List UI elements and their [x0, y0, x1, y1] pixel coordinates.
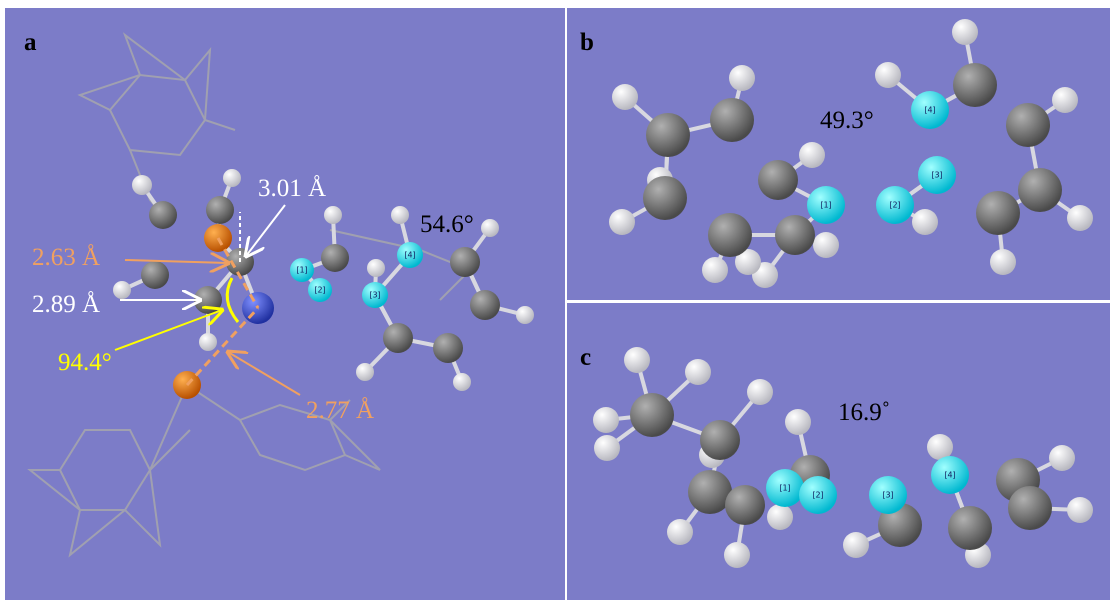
atom [708, 213, 752, 257]
atom-label: [4] [924, 106, 935, 115]
atom [141, 261, 169, 289]
atom-label: [3] [882, 491, 893, 500]
panel-label: c [580, 344, 591, 371]
atom [990, 249, 1016, 275]
annotation: 49.3° [820, 107, 874, 134]
panel-c-bg [567, 303, 1110, 600]
atom [321, 244, 349, 272]
atom [667, 519, 693, 545]
atom [609, 209, 635, 235]
atom [624, 347, 650, 373]
atom [1049, 445, 1075, 471]
atom [149, 201, 177, 229]
atom [199, 333, 217, 351]
atom [132, 175, 152, 195]
atom-label: [2] [889, 201, 900, 210]
atom [113, 281, 131, 299]
atom [516, 306, 534, 324]
atom [976, 191, 1020, 235]
annotation: 3.01 Å [258, 175, 326, 202]
annotation: 2.77 Å [306, 397, 374, 424]
atom [758, 160, 798, 200]
atom [1067, 497, 1093, 523]
atom [799, 142, 825, 168]
atom [593, 407, 619, 433]
atom [710, 98, 754, 142]
figure: [1] [2] [3] [4] [1] [2] [3] [4] [1] [2] [3] [4] a b… [0, 0, 1110, 602]
panel-label: b [580, 29, 594, 56]
atom [646, 113, 690, 157]
atom-label: [2] [314, 286, 325, 295]
atom [206, 196, 234, 224]
atom [785, 409, 811, 435]
atom [747, 379, 773, 405]
atom-label: [3] [931, 171, 942, 180]
atom [324, 206, 342, 224]
atom [875, 62, 901, 88]
annotation: 2.89 Å [32, 291, 100, 318]
atom-label: [1] [779, 484, 790, 493]
atom [729, 65, 755, 91]
annotation: 2.63 Å [32, 244, 100, 271]
atom [630, 393, 674, 437]
atom [453, 373, 471, 391]
annotation: 16.9˚ [838, 399, 890, 426]
atom [1006, 103, 1050, 147]
panel-b-bg [567, 8, 1110, 300]
annotation: 54.6° [420, 211, 474, 238]
atom [700, 420, 740, 460]
atom [724, 542, 750, 568]
atom [952, 19, 978, 45]
atom-label: [3] [369, 291, 380, 300]
atom [843, 532, 869, 558]
atom [1052, 87, 1078, 113]
atom [356, 363, 374, 381]
panel-label: a [24, 29, 37, 56]
atom [775, 215, 815, 255]
atom [612, 84, 638, 110]
atom [767, 504, 793, 530]
atom [1008, 486, 1052, 530]
atom-label: [4] [404, 251, 415, 260]
atom [433, 333, 463, 363]
atom [594, 435, 620, 461]
atom [481, 219, 499, 237]
atom [450, 247, 480, 277]
atom [1067, 205, 1093, 231]
atom [702, 257, 728, 283]
atom-label: [1] [820, 201, 831, 210]
annotation: 94.4° [58, 349, 112, 376]
atom-label: [2] [812, 491, 823, 500]
atom-label: [4] [944, 471, 955, 480]
atom [685, 359, 711, 385]
atom [813, 232, 839, 258]
atom [391, 206, 409, 224]
atom [1018, 168, 1062, 212]
atom [643, 176, 687, 220]
atom [223, 169, 241, 187]
atom [367, 259, 385, 277]
atom [383, 323, 413, 353]
atom [953, 63, 997, 107]
atom [912, 209, 938, 235]
atom [725, 485, 765, 525]
atom-label: [1] [296, 266, 307, 275]
page: [1] [2] [3] [4] [1] [2] [3] [4] [1] [2] [3] [4] a b… [0, 0, 1110, 602]
atom [470, 290, 500, 320]
atom [948, 506, 992, 550]
